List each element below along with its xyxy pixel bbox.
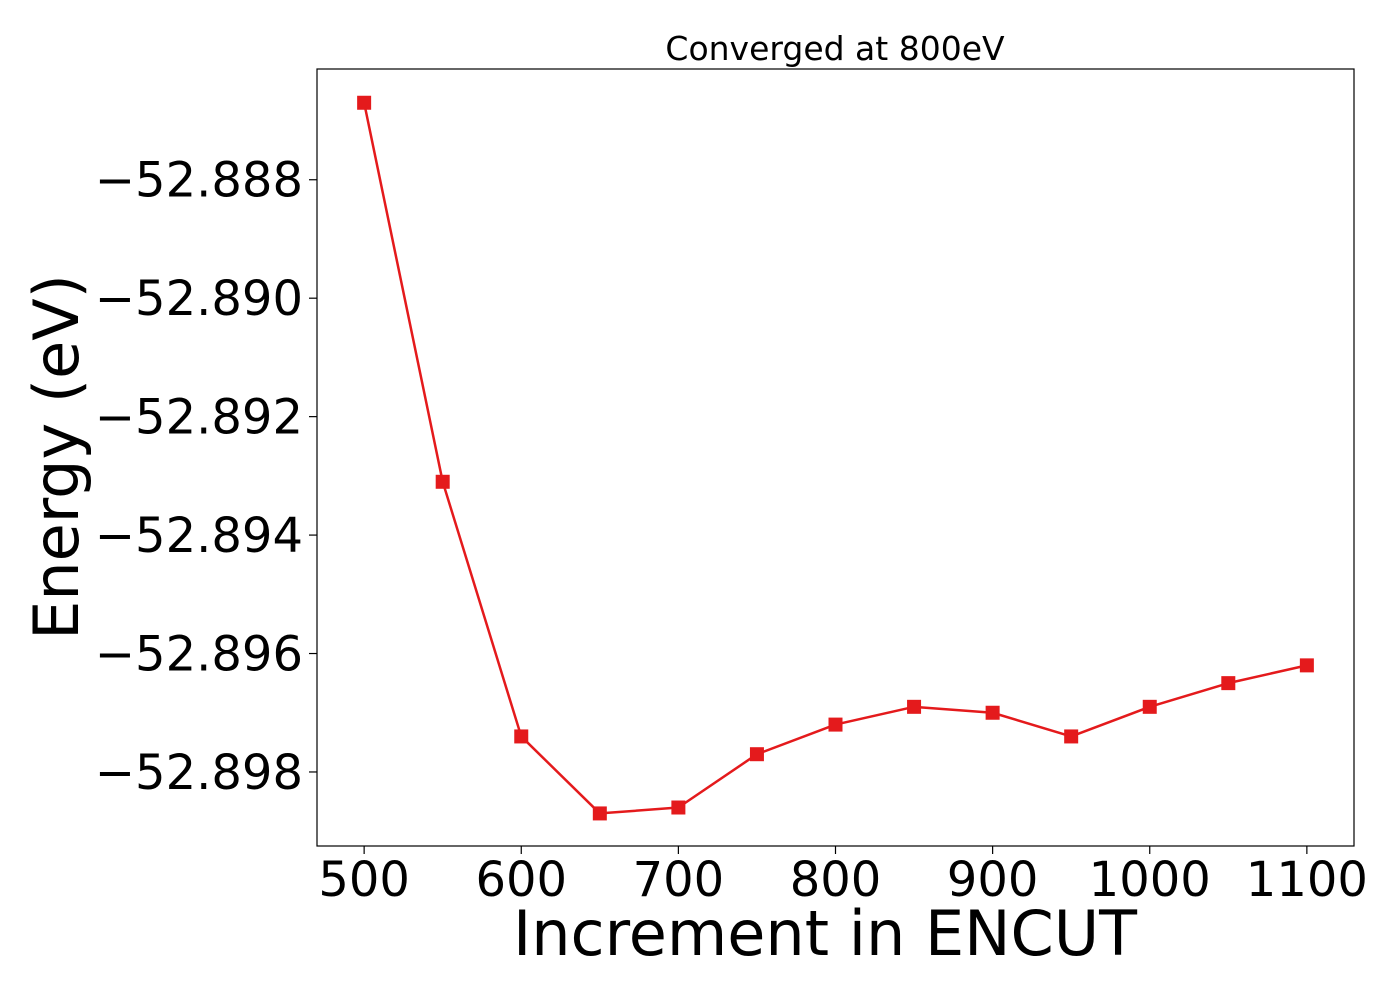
data-point-marker xyxy=(435,474,450,489)
data-point-marker xyxy=(514,729,529,744)
data-point-marker xyxy=(1299,658,1314,673)
data-point-marker xyxy=(671,800,686,815)
x-tick-label: 900 xyxy=(947,852,1039,908)
data-point-marker xyxy=(985,705,1000,720)
data-point-marker xyxy=(828,717,843,732)
y-tick-label: −52.898 xyxy=(95,745,303,801)
x-tick-label: 700 xyxy=(633,852,725,908)
x-tick-label: 1100 xyxy=(1246,852,1368,908)
x-axis-title: Increment in ENCUT xyxy=(513,897,1138,970)
x-tick-label: 600 xyxy=(475,852,567,908)
series-line xyxy=(362,102,1308,815)
y-tick-label: −52.890 xyxy=(95,271,303,327)
data-point-marker xyxy=(1221,676,1236,691)
x-tick-label: 1000 xyxy=(1089,852,1211,908)
data-point-marker xyxy=(907,699,922,714)
y-axis-title: Energy (eV) xyxy=(20,274,93,640)
data-point-marker xyxy=(749,747,764,762)
chart-title: Converged at 800eV xyxy=(665,29,1005,68)
series-markers xyxy=(357,95,1314,821)
data-point-marker xyxy=(1142,699,1157,714)
y-tick-label: −52.894 xyxy=(95,508,303,564)
data-point-marker xyxy=(592,806,607,821)
data-point-marker xyxy=(1064,729,1079,744)
y-tick-label: −52.888 xyxy=(95,153,303,209)
x-tick-label: 500 xyxy=(318,852,410,908)
y-axis-ticks: −52.888 −52.890 −52.892 −52.894 −52.896 −52.8… xyxy=(95,153,317,801)
y-tick-label: −52.896 xyxy=(95,627,303,683)
x-axis-ticks: 500 600 700 800 900 1000 1100 xyxy=(318,846,1368,908)
data-point-marker xyxy=(357,95,372,110)
y-tick-label: −52.892 xyxy=(95,390,303,446)
x-tick-label: 800 xyxy=(790,852,882,908)
